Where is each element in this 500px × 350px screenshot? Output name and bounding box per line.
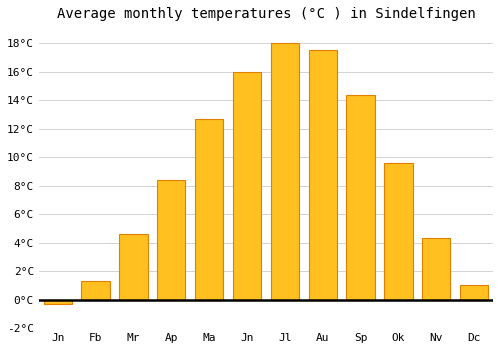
Bar [233, 72, 261, 300]
Bar [157, 180, 186, 300]
Bar [44, 300, 72, 304]
Bar [460, 286, 488, 300]
Bar [308, 50, 337, 300]
Bar [119, 234, 148, 300]
Bar [270, 43, 299, 300]
Bar [82, 281, 110, 300]
Bar [384, 163, 412, 300]
Bar [422, 238, 450, 300]
Bar [195, 119, 224, 300]
Bar [346, 94, 375, 300]
Title: Average monthly temperatures (°C ) in Sindelfingen: Average monthly temperatures (°C ) in Si… [56, 7, 476, 21]
